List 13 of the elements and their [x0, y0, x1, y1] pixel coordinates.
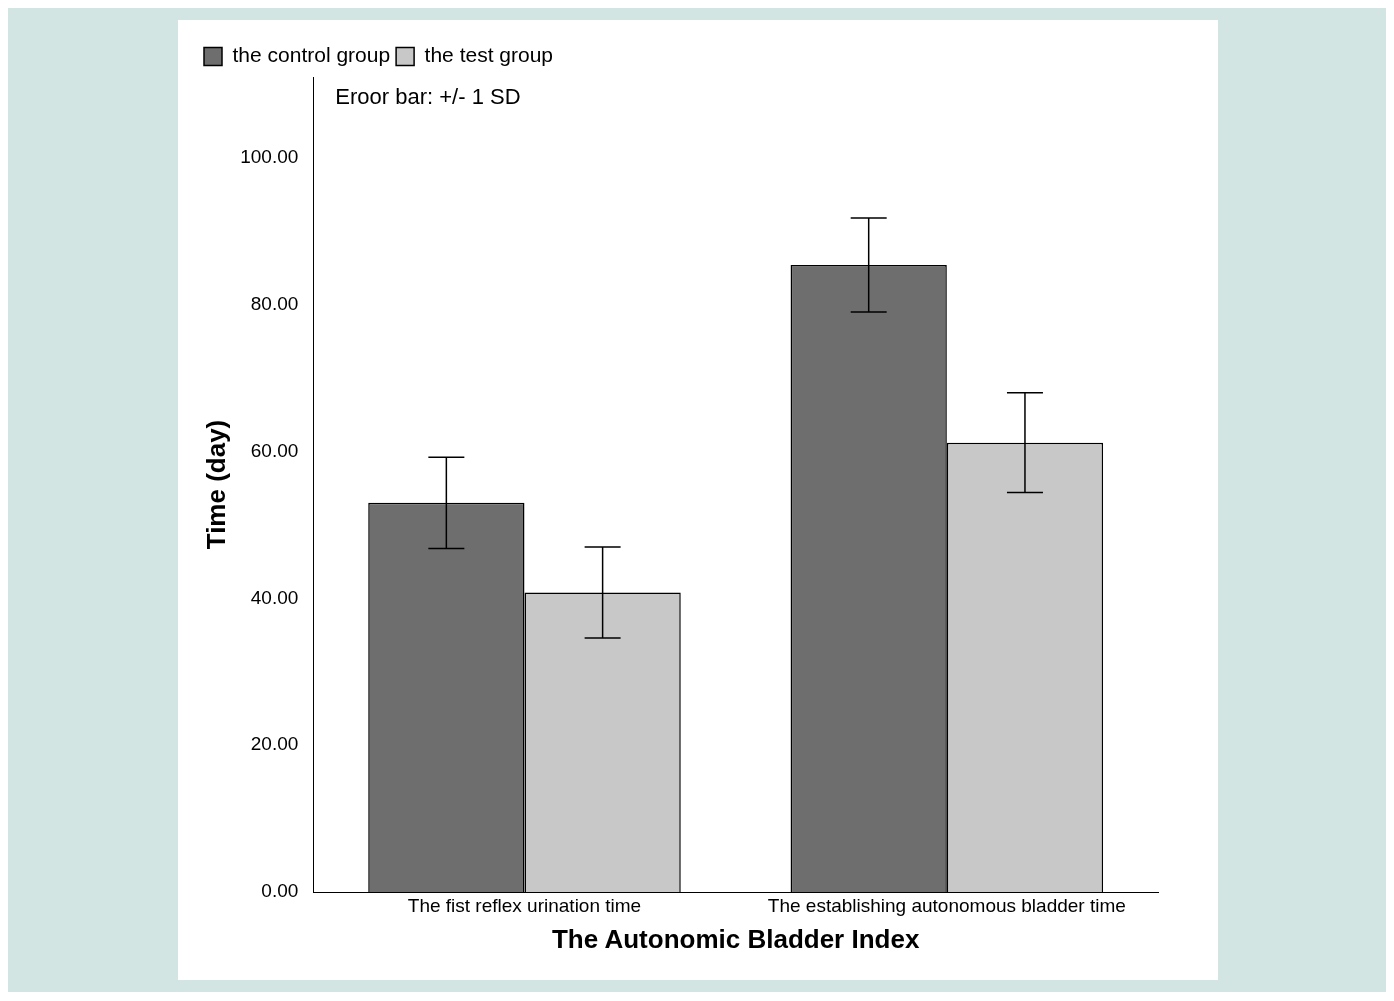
y-tick-label: 0.00 [261, 880, 299, 902]
y-tick-label: 80.00 [250, 292, 299, 314]
x-tick-label: The establishing autonomous bladder time [767, 894, 1126, 916]
x-tick-label: The fist reflex urination time [407, 894, 642, 916]
y-tick-label: 100.00 [240, 146, 299, 167]
y-tick-label: 60.00 [250, 439, 299, 461]
annotation: Eroor bar: +/- 1 SD [335, 84, 521, 110]
y-axis-title: Time (day) [200, 419, 231, 550]
y-tick-label: 20.00 [250, 733, 299, 755]
y-tick-label: 40.00 [250, 586, 299, 608]
legend-label: the test group [424, 43, 554, 67]
x-axis-title: The Autonomic Bladder Index [551, 923, 920, 954]
legend-label: the control group [232, 43, 391, 67]
